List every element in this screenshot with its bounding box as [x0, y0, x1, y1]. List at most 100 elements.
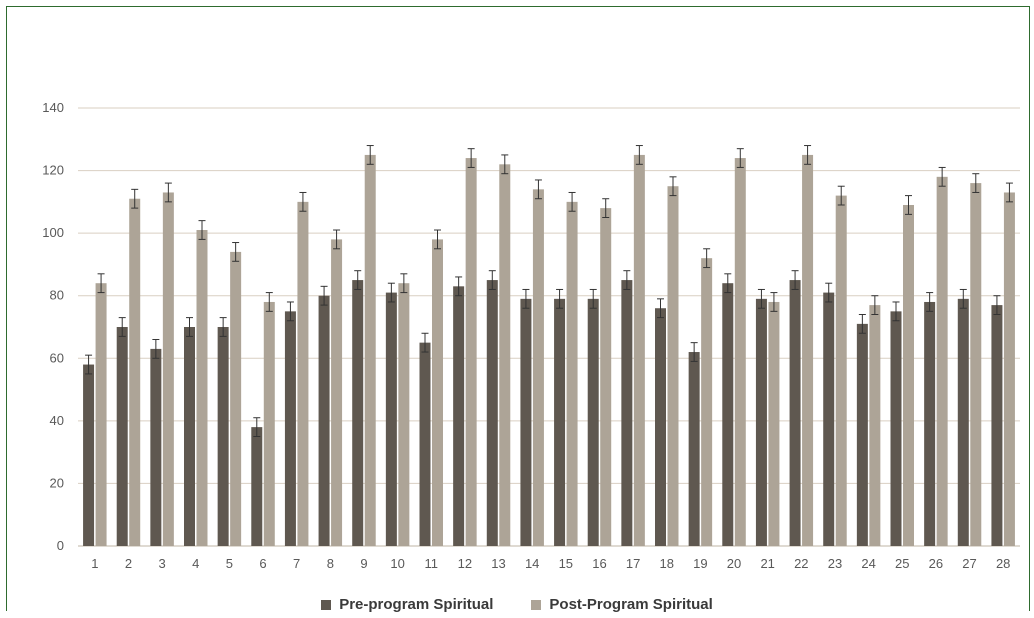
bar-pre-program: [655, 308, 666, 546]
x-tick-label: 28: [996, 556, 1010, 571]
bar-post-program: [162, 192, 174, 546]
bar-pre-program: [116, 327, 128, 546]
bar-pre-program: [318, 295, 330, 546]
x-tick-label: 17: [626, 556, 640, 571]
bar-pre-program: [184, 327, 195, 546]
bar-pre-program: [419, 342, 431, 546]
bar-post-program: [802, 154, 814, 546]
bar-pre-program: [352, 280, 364, 546]
x-tick-label: 6: [259, 556, 266, 571]
x-tick-label: 12: [458, 556, 472, 571]
bar-pre-program: [924, 301, 936, 546]
bar-pre-program: [856, 323, 868, 546]
bar-pre-program: [486, 280, 498, 546]
x-tick-label: 16: [592, 556, 606, 571]
bar-pre-program: [284, 311, 296, 546]
bar-post-program: [196, 230, 208, 546]
y-tick-label: 80: [50, 288, 64, 303]
x-tick-label: 5: [226, 556, 233, 571]
bar-post-program: [734, 158, 746, 547]
y-tick-label: 120: [42, 163, 64, 178]
y-tick-label: 40: [50, 413, 64, 428]
bar-post-program: [499, 164, 511, 547]
error-bars: [85, 145, 1013, 437]
bar-pre-program: [755, 298, 767, 546]
bar-post-program: [768, 301, 780, 546]
x-tick-label: 2: [125, 556, 132, 571]
bars: [83, 154, 1015, 547]
x-tick-label: 10: [390, 556, 404, 571]
x-tick-label: 14: [525, 556, 539, 571]
x-tick-label: 13: [491, 556, 505, 571]
legend-label-pre: Pre-program Spiritual: [339, 596, 494, 613]
bar-pre-program: [251, 427, 263, 546]
x-tick-label: 7: [293, 556, 300, 571]
bar-pre-program: [991, 305, 1003, 546]
bar-post-program: [566, 201, 578, 546]
bar-post-program: [331, 239, 343, 546]
bar-pre-program: [621, 280, 633, 546]
x-tick-label: 11: [425, 556, 439, 571]
bar-post-program: [465, 158, 477, 547]
x-tick-label: 21: [760, 556, 774, 571]
x-tick-label: 18: [660, 556, 674, 571]
bar-post-program: [297, 201, 309, 546]
legend-swatch-pre: [321, 599, 332, 610]
bar-post-program: [936, 176, 948, 547]
legend: Pre-program Spiritual Post-Program Spiri…: [0, 596, 1034, 613]
y-tick-label: 20: [50, 475, 64, 490]
bar-post-program: [129, 198, 141, 546]
bar-pre-program: [688, 352, 700, 546]
x-tick-label: 8: [327, 556, 334, 571]
bar-pre-program: [385, 292, 397, 546]
x-tick-label: 1: [91, 556, 98, 571]
y-tick-labels: 0 20 40 60 80 100 120 140: [42, 100, 64, 553]
x-tick-label: 20: [727, 556, 741, 571]
x-tick-label: 15: [559, 556, 573, 571]
bar-pre-program: [520, 298, 532, 546]
bar-post-program: [1003, 192, 1015, 546]
bar-pre-program: [722, 283, 734, 546]
bar-post-program: [633, 154, 645, 546]
bar-pre-program: [587, 298, 599, 546]
bar-post-program: [432, 239, 443, 546]
x-tick-label: 26: [929, 556, 943, 571]
bar-post-program: [667, 186, 679, 546]
y-tick-label: 60: [50, 350, 64, 365]
y-tick-label: 100: [42, 225, 64, 240]
x-tick-label: 25: [895, 556, 909, 571]
bar-pre-program: [789, 280, 801, 546]
x-tick-label: 4: [192, 556, 199, 571]
bar-post-program: [532, 189, 544, 547]
bar-post-program: [869, 305, 881, 546]
bar-post-program: [364, 154, 376, 546]
x-tick-label: 22: [794, 556, 808, 571]
bar-pre-program: [83, 364, 95, 546]
x-tick-labels: 1 2 3 4 5 6 7 8 9 10 11 12 13 14 15 16 17 18 19 20 21 22 23 24 2…: [91, 556, 1010, 571]
legend-label-post: Post-Program Spiritual: [549, 596, 713, 613]
bar-post-program: [230, 251, 242, 546]
bar-post-program: [701, 258, 713, 546]
x-tick-label: 9: [360, 556, 367, 571]
x-tick-label: 27: [962, 556, 976, 571]
y-tick-label: 140: [42, 100, 64, 115]
bar-post-program: [398, 283, 410, 546]
x-tick-label: 19: [693, 556, 707, 571]
bar-pre-program: [554, 298, 566, 546]
bar-post-program: [835, 195, 847, 546]
legend-item-pre: Pre-program Spiritual: [321, 596, 493, 613]
bar-pre-program: [217, 327, 229, 546]
y-tick-label: 0: [57, 538, 64, 553]
bar-post-program: [903, 204, 914, 546]
legend-swatch-post: [531, 599, 542, 610]
x-tick-label: 3: [158, 556, 165, 571]
bar-post-program: [263, 301, 275, 546]
chart-frame: [6, 6, 1030, 611]
bar-post-program: [95, 283, 107, 546]
bar-post-program: [970, 183, 982, 547]
bar-pre-program: [823, 292, 835, 546]
bar-post-program: [600, 208, 612, 546]
bar-pre-program: [957, 298, 969, 546]
x-tick-label: 23: [828, 556, 842, 571]
